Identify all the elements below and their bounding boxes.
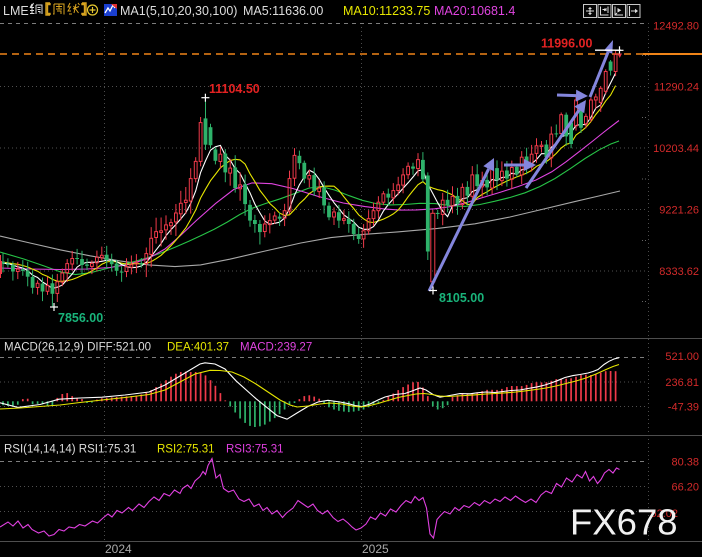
svg-text:RSI(14,14,14) RSI1:75.31: RSI(14,14,14) RSI1:75.31 [4,444,136,456]
svg-text:9221.26: 9221.26 [659,205,699,217]
svg-text:7856.00: 7856.00 [58,311,103,325]
svg-text:66.20: 66.20 [671,482,699,494]
svg-text:FX678: FX678 [570,502,678,543]
svg-text:-47.39: -47.39 [668,402,699,414]
svg-text:11290.24: 11290.24 [654,82,699,94]
svg-text:80.38: 80.38 [671,457,699,469]
svg-text:MA5:11636.00: MA5:11636.00 [243,4,323,18]
svg-text:2025: 2025 [362,542,389,556]
svg-text:MA10:11233.75: MA10:11233.75 [343,4,430,18]
svg-text:10203.44: 10203.44 [653,143,699,155]
svg-text:RSI2:75.31: RSI2:75.31 [157,444,215,456]
svg-text:MA20:10681.4: MA20:10681.4 [434,4,515,18]
svg-text:LME: LME [3,4,29,18]
svg-text:8333.62: 8333.62 [659,266,699,278]
svg-text:11996.00: 11996.00 [541,37,592,51]
svg-text:RSI3:75.31: RSI3:75.31 [226,444,284,456]
svg-text:DEA:401.37: DEA:401.37 [167,342,229,354]
svg-text:521.00: 521.00 [665,351,699,363]
svg-text:8105.00: 8105.00 [439,291,484,305]
svg-text:MACD(26,12,9) DIFF:521.00: MACD(26,12,9) DIFF:521.00 [4,342,151,354]
svg-text:2024: 2024 [105,542,132,556]
svg-text:MACD:239.27: MACD:239.27 [240,342,312,354]
svg-text:12492.80: 12492.80 [653,21,699,33]
svg-text:52.02: 52.02 [650,508,678,520]
svg-text:11104.50: 11104.50 [209,82,260,96]
svg-text:MA1(5,10,20,30,100): MA1(5,10,20,30,100) [120,4,237,18]
svg-text:236.81: 236.81 [665,377,699,389]
